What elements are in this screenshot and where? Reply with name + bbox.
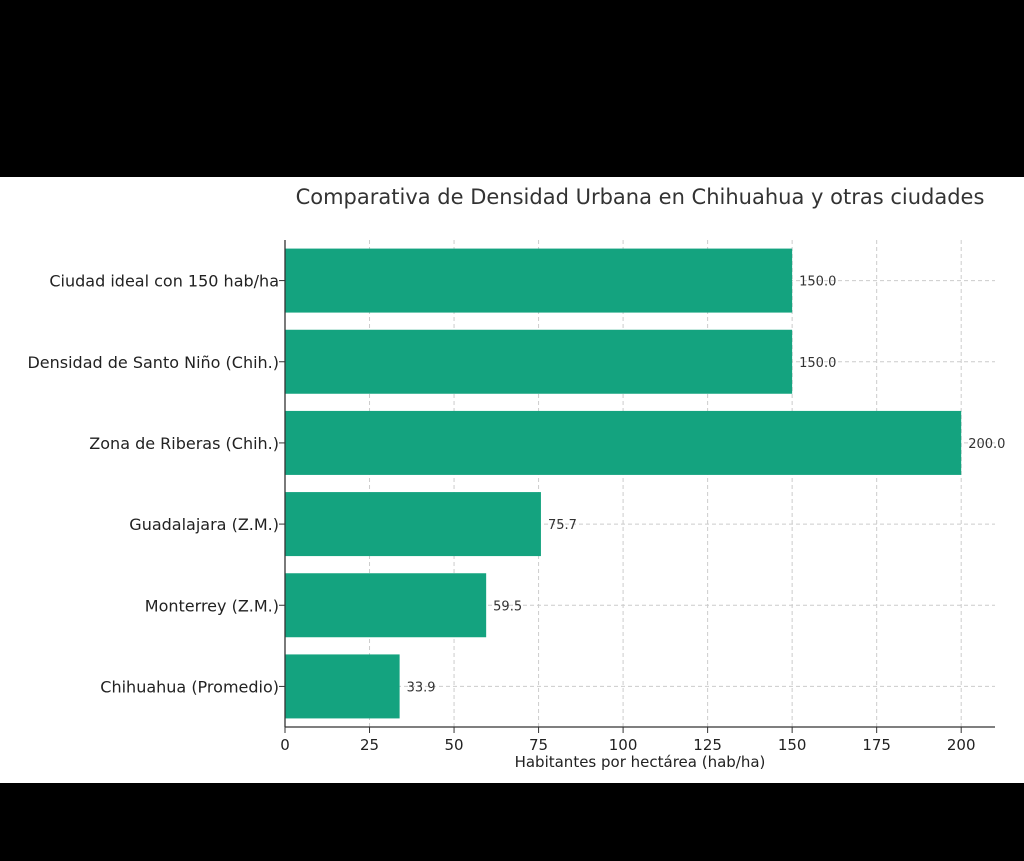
bars: [285, 248, 962, 719]
category-label: Monterrey (Z.M.): [145, 596, 279, 615]
value-label: 150.0: [799, 275, 836, 290]
bar: [285, 573, 487, 638]
category-label: Ciudad ideal con 150 hab/ha: [49, 272, 279, 291]
value-label: 75.7: [548, 518, 577, 533]
labels: 0 25 50 75 100 125 150 175 200 Ciudad ideal con 1…: [27, 272, 1005, 754]
value-label: 200.0: [968, 437, 1005, 452]
x-tick-label: 100: [609, 736, 638, 754]
bar-chart: Comparativa de Densidad Urbana en Chihua…: [27, 185, 1005, 771]
x-tick-label: 175: [862, 736, 891, 754]
value-label: 33.9: [407, 680, 436, 695]
category-label: Guadalajara (Z.M.): [129, 515, 279, 534]
x-tick-label: 150: [778, 736, 807, 754]
x-tick-label: 125: [693, 736, 722, 754]
x-tick-label: 75: [529, 736, 548, 754]
bar: [285, 329, 793, 394]
bar: [285, 492, 541, 557]
value-label: 59.5: [493, 599, 522, 614]
bar: [285, 654, 400, 719]
chart-panel: Comparativa de Densidad Urbana en Chihua…: [0, 177, 1024, 783]
chart-title: Comparativa de Densidad Urbana en Chihua…: [296, 185, 985, 209]
x-tick-label: 0: [280, 736, 290, 754]
x-tick-label: 25: [360, 736, 379, 754]
x-tick-label: 50: [445, 736, 464, 754]
x-axis-label: Habitantes por hectárea (hab/ha): [515, 753, 766, 771]
x-tick-label: 200: [947, 736, 976, 754]
bar: [285, 410, 962, 475]
value-label: 150.0: [799, 356, 836, 371]
category-label: Densidad de Santo Niño (Chih.): [27, 353, 279, 372]
category-label: Chihuahua (Promedio): [100, 677, 279, 696]
category-label: Zona de Riberas (Chih.): [89, 434, 279, 453]
bar: [285, 248, 793, 313]
